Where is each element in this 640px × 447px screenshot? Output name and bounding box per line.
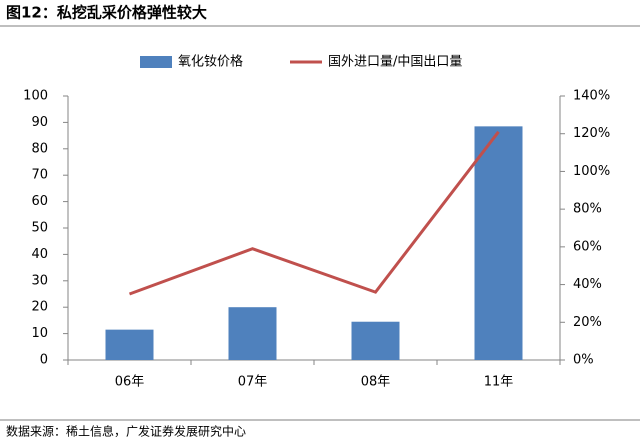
y2-tick-label: 100%: [573, 164, 610, 179]
y-tick-label: 100: [23, 89, 48, 104]
y2-tick-label: 20%: [573, 315, 602, 330]
y-tick-label: 90: [31, 115, 48, 130]
y-tick-label: 70: [31, 168, 48, 183]
legend-label: 国外进口量/中国出口量: [328, 55, 462, 70]
source-note: 数据来源：稀土信息，广发证券发展研究中心: [6, 424, 246, 439]
y2-tick-label: 40%: [573, 277, 602, 292]
x-tick-label: 06年: [115, 375, 145, 390]
bar: [228, 307, 277, 360]
y2-tick-label: 0%: [573, 353, 594, 368]
bar: [105, 329, 154, 360]
y-tick-label: 80: [31, 141, 48, 156]
y-tick-label: 0: [40, 353, 48, 368]
y-tick-label: 40: [31, 247, 48, 262]
y2-tick-label: 80%: [573, 202, 602, 217]
legend-swatch: [140, 56, 172, 68]
y-tick-label: 10: [31, 326, 48, 341]
chart-title: 图12：私挖乱采价格弹性较大: [6, 4, 207, 22]
y2-tick-label: 140%: [573, 89, 610, 104]
y2-tick-label: 60%: [573, 239, 602, 254]
x-tick-label: 11年: [484, 375, 514, 390]
y-tick-label: 60: [31, 194, 48, 209]
y2-tick-label: 120%: [573, 126, 610, 141]
line-series: [128, 130, 500, 296]
y-tick-label: 30: [31, 273, 48, 288]
x-tick-label: 07年: [238, 375, 268, 390]
x-tick-label: 08年: [361, 375, 391, 390]
legend-label: 氧化钕价格: [178, 54, 243, 70]
bar: [351, 321, 400, 360]
y-tick-label: 50: [31, 221, 48, 236]
y-tick-label: 20: [31, 300, 48, 315]
bar: [474, 126, 523, 360]
